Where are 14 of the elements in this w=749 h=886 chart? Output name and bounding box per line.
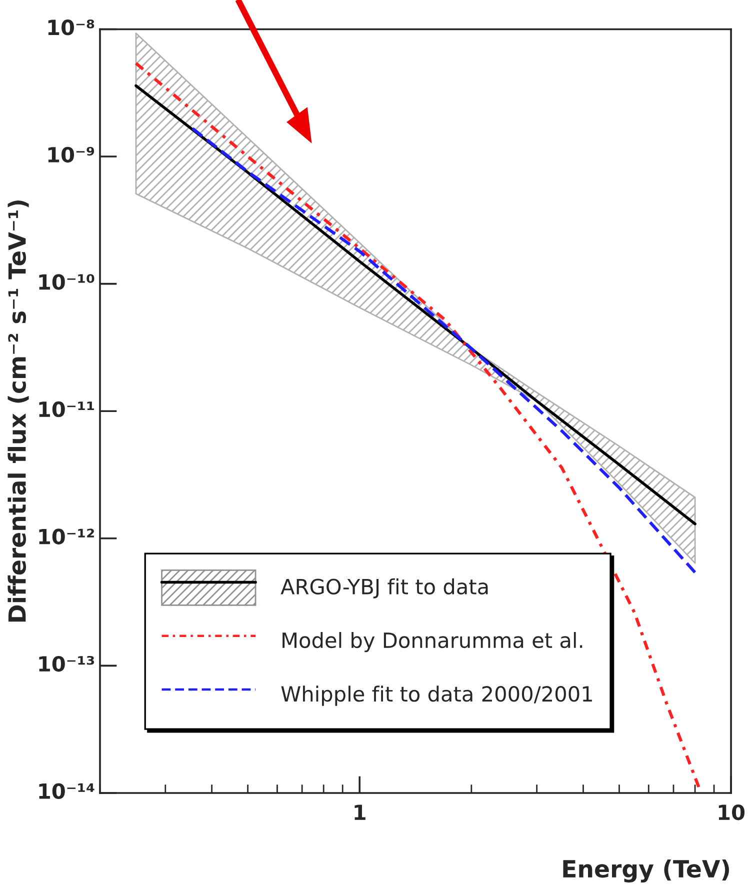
y-tick-label: 10⁻¹⁴	[39, 783, 94, 800]
legend-label: Whipple fit to data 2000/2001	[281, 686, 592, 706]
y-tick-label: 10⁻⁸	[48, 20, 94, 36]
legend-label: ARGO-YBJ fit to data	[280, 578, 488, 598]
legend-label: Model by Donnarumma et al.	[282, 632, 582, 652]
y-axis-title: Differential flux (cm⁻² s⁻¹ TeV⁻¹)	[8, 200, 29, 622]
y-tick-label: 10⁻¹⁰	[39, 274, 94, 290]
y-tick-label: 10⁻¹³	[39, 656, 94, 672]
x-tick-label: 10	[718, 804, 745, 820]
x-tick-label: 1	[354, 804, 366, 820]
y-tick-label: 10⁻¹¹	[39, 401, 94, 418]
x-axis-title: Energy (TeV)	[563, 859, 729, 882]
y-tick-label: 10⁻⁹	[48, 146, 94, 163]
y-tick-label: 10⁻¹²	[39, 528, 94, 544]
